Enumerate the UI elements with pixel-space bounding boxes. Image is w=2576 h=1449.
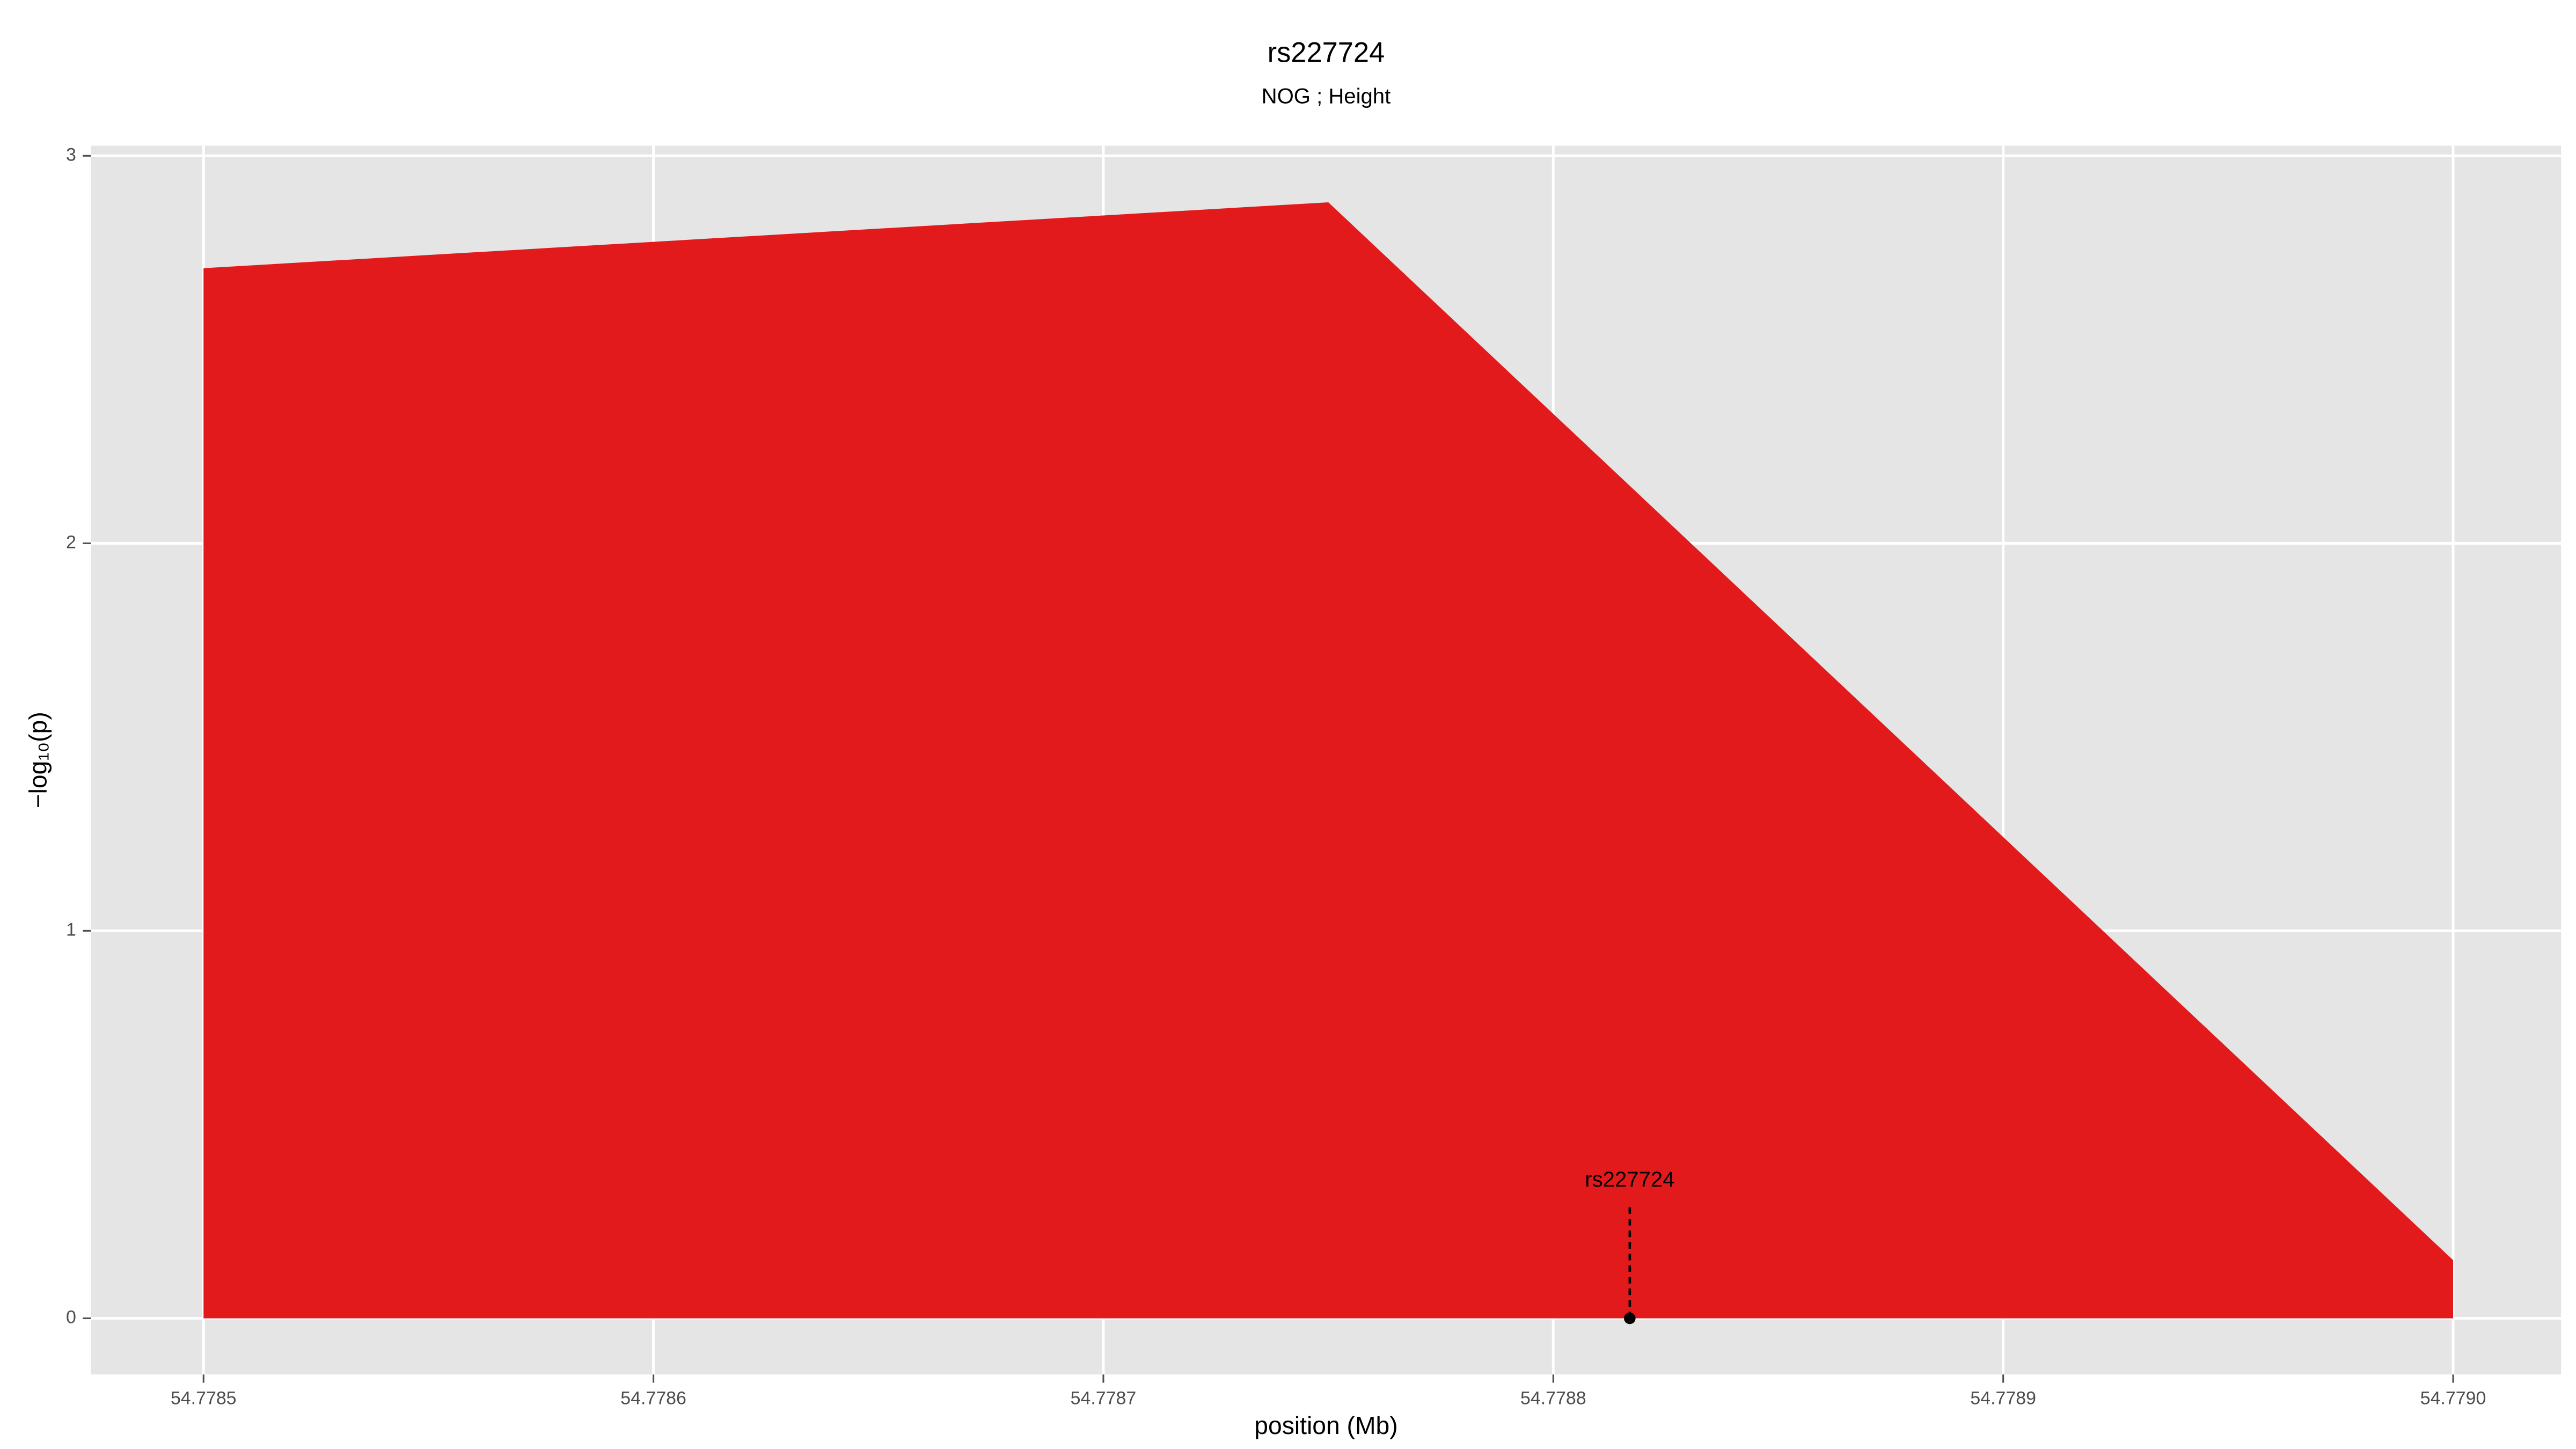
chart-title: rs227724: [1268, 38, 1385, 69]
area: [203, 202, 2454, 1319]
y-tick-label: 3: [66, 144, 76, 165]
annotation-point: [1624, 1312, 1636, 1324]
y-tick-label: 1: [66, 919, 76, 940]
x-axis-label: position (Mb): [1254, 1411, 1397, 1439]
x-tick-label: 54.7790: [2420, 1388, 2486, 1408]
chart-subtitle: NOG ; Height: [1262, 85, 1391, 108]
y-tick-label: 0: [66, 1307, 76, 1327]
x-tick-label: 54.7787: [1071, 1388, 1137, 1408]
annotation-label: rs227724: [1585, 1168, 1674, 1191]
x-tick-label: 54.7788: [1520, 1388, 1586, 1408]
y-tick-label: 2: [66, 532, 76, 552]
x-tick-label: 54.7786: [620, 1388, 686, 1408]
y-axis-label: −log₁₀(p): [24, 712, 52, 808]
x-tick-label: 54.7785: [171, 1388, 237, 1408]
x-tick-label: 54.7789: [1970, 1388, 2036, 1408]
